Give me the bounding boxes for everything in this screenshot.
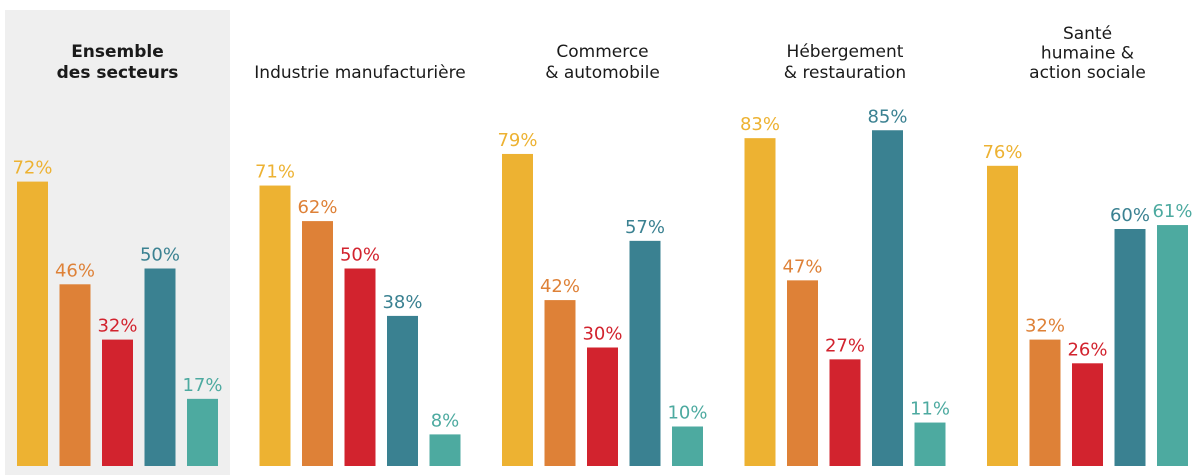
bar (829, 359, 861, 466)
value-label: 71% (255, 162, 295, 183)
value-label: 50% (340, 245, 380, 266)
bar (59, 284, 91, 466)
value-label: 38% (382, 292, 422, 313)
value-label: 27% (825, 335, 865, 356)
bar (1157, 225, 1188, 466)
value-label: 50% (140, 245, 180, 266)
panel-title: Hébergement (787, 42, 904, 62)
value-label: 76% (982, 142, 1022, 163)
panel-title: action sociale (1029, 63, 1146, 83)
bar (502, 153, 533, 466)
value-label: 26% (1067, 339, 1107, 360)
bar (787, 280, 818, 466)
panel-title: des secteurs (57, 63, 179, 83)
panel-title: Santé (1063, 24, 1112, 44)
bar (544, 300, 576, 466)
value-label: 42% (540, 276, 580, 297)
bar (102, 339, 133, 466)
value-label: 10% (667, 403, 707, 424)
value-label: 8% (431, 410, 460, 431)
bar (1072, 363, 1103, 466)
bar (429, 434, 461, 466)
panel-title: & automobile (545, 63, 660, 83)
bar (629, 240, 661, 466)
panel-title: Industrie manufacturière (254, 63, 465, 83)
value-label: 83% (740, 114, 780, 135)
bar (1114, 229, 1146, 466)
value-label: 62% (297, 197, 337, 218)
value-label: 72% (12, 158, 52, 179)
bar (302, 221, 333, 466)
value-label: 32% (97, 316, 137, 337)
bar (187, 398, 218, 466)
value-label: 61% (1152, 201, 1192, 222)
bar (259, 185, 291, 467)
bar (387, 315, 418, 466)
value-label: 47% (782, 256, 822, 277)
value-label: 57% (625, 217, 665, 238)
value-label: 79% (497, 130, 537, 151)
value-label: 46% (55, 260, 95, 281)
value-label: 30% (582, 324, 622, 345)
value-label: 60% (1110, 205, 1150, 226)
bar (872, 130, 903, 466)
value-label: 11% (910, 399, 950, 420)
bar (987, 165, 1018, 467)
panel-title: Commerce (556, 42, 648, 62)
panel-title: humaine & (1041, 44, 1134, 64)
value-label: 32% (1025, 316, 1065, 337)
value-label: 85% (867, 106, 907, 127)
panel-title: Ensemble (71, 42, 164, 62)
bar (914, 422, 946, 466)
bar (672, 426, 703, 466)
bar (344, 268, 376, 466)
panel-title: & restauration (784, 63, 906, 83)
bar (17, 181, 48, 466)
bar (587, 347, 618, 466)
bar (144, 268, 176, 466)
value-label: 17% (182, 375, 222, 396)
bar (744, 138, 776, 466)
bar (1029, 339, 1061, 466)
